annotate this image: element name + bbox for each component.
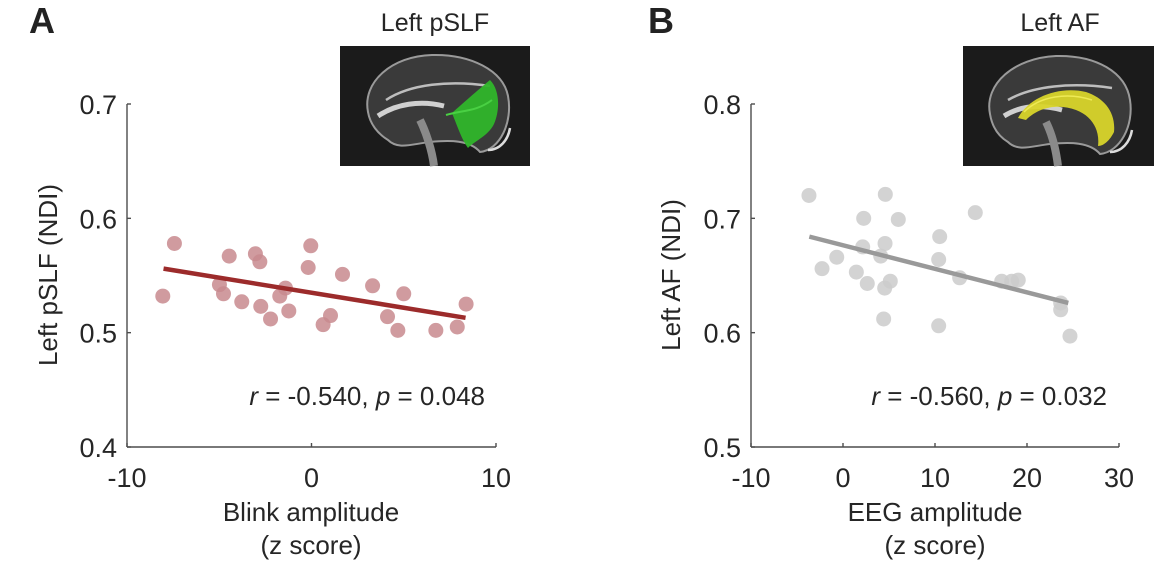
scatter-point-b [932, 229, 948, 245]
x-tick-label-b: 10 [920, 463, 950, 493]
p-value-b: = 0.032 [1012, 381, 1107, 411]
y-tick-label-b: 0.8 [703, 90, 741, 120]
p-symbol-a: p [375, 381, 390, 411]
panel-label-b: B [648, 0, 674, 41]
scatter-point-a [221, 248, 237, 264]
scatter-point-a [155, 288, 171, 304]
scatter-point-a [428, 322, 444, 338]
scatter-point-b [1053, 302, 1069, 318]
brain-inset-b [963, 46, 1154, 167]
inset-title-a: Left pSLF [381, 9, 489, 37]
scatter-point-a [300, 259, 316, 275]
scatter-point-a [272, 288, 288, 304]
y-tick-label-b: 0.6 [703, 319, 741, 349]
y-axis-label-b: Left AF (NDI) [656, 199, 686, 351]
scatter-point-b [1010, 272, 1026, 288]
y-tick-label-a: 0.4 [79, 433, 117, 463]
inset-title-b: Left AF [1020, 9, 1099, 37]
scatter-point-a [449, 319, 465, 335]
scatter-point-b [829, 249, 845, 265]
scatter-point-b [876, 311, 892, 327]
x-axis-label-a-line1: Blink amplitude [223, 497, 399, 527]
scatter-point-a [315, 317, 331, 333]
r-value-b: = -0.560, [880, 381, 998, 411]
scatter-point-b [877, 280, 893, 296]
scatter-point-b [877, 186, 893, 202]
x-tick-label-b: 20 [1012, 463, 1042, 493]
y-tick-label-b: 0.7 [703, 204, 741, 234]
x-axis-label-a-line2: (z score) [260, 530, 361, 560]
scatter-point-b [859, 276, 875, 292]
p-value-a: = 0.048 [390, 381, 485, 411]
regression-line-b [808, 234, 1069, 306]
scatter-point-a [396, 286, 412, 302]
brain-inset-a [340, 46, 530, 167]
scatter-point-a [281, 303, 297, 319]
y-tick-label-b: 0.5 [703, 433, 741, 463]
panel-b: B Left AF 0.5 0.6 0.7 0.8 -10 0 10 20 30 Left AF… [648, 0, 1154, 560]
scatter-point-a [380, 309, 396, 325]
p-symbol-b: p [997, 381, 1012, 411]
x-tick-label-b: 0 [835, 463, 850, 493]
y-axis-label-a: Left pSLF (NDI) [33, 184, 63, 366]
scatter-point-b [814, 261, 830, 277]
y-tick-label-a: 0.6 [79, 204, 117, 234]
stat-annotation-a: r = -0.540, p = 0.048 [249, 381, 485, 411]
scatter-point-b [801, 187, 817, 203]
scatter-point-b [931, 251, 947, 267]
x-tick-label-a: 0 [304, 463, 319, 493]
r-symbol-b: r [871, 381, 881, 411]
r-value-a: = -0.540, [258, 381, 376, 411]
scatter-point-a [303, 238, 319, 254]
x-tick-label-a: -10 [107, 463, 146, 493]
axes-b: 0.5 0.6 0.7 0.8 -10 0 10 20 30 [703, 90, 1134, 493]
scatter-point-a [252, 254, 268, 270]
scatter-point-b [848, 264, 864, 280]
x-axis-label-b-line1: EEG amplitude [848, 497, 1023, 527]
scatter-point-b [931, 318, 947, 334]
scatter-point-a [234, 294, 250, 310]
panel-label-a: A [29, 0, 55, 41]
r-symbol-a: r [249, 381, 259, 411]
x-axis-label-b-line2: (z score) [884, 530, 985, 560]
y-tick-label-a: 0.5 [79, 319, 117, 349]
scatter-point-a [166, 235, 182, 251]
scatter-point-a [365, 278, 381, 294]
scatter-point-a [215, 286, 231, 302]
x-tick-label-b: 30 [1104, 463, 1134, 493]
scatter-point-a [253, 298, 269, 314]
x-tick-label-b: -10 [731, 463, 770, 493]
scatter-point-a [458, 296, 474, 312]
scatter-point-a [390, 322, 406, 338]
axes-a: 0.4 0.5 0.6 0.7 -10 0 10 [79, 90, 511, 493]
regression-line-a [163, 266, 466, 321]
scatter-point-a [263, 311, 279, 327]
scatter-point-b [856, 210, 872, 226]
scatter-point-a [334, 266, 350, 282]
x-tick-label-a: 10 [481, 463, 511, 493]
scatter-point-b [877, 235, 893, 251]
y-tick-label-a: 0.7 [79, 90, 117, 120]
scatter-point-b [890, 211, 906, 227]
stat-annotation-b: r = -0.560, p = 0.032 [871, 381, 1107, 411]
scatter-point-b [967, 205, 983, 221]
panel-a: A Left pSLF 0.4 0.5 0.6 0.7 -10 0 10 Left pSLF… [29, 0, 530, 560]
scatter-point-b [1062, 328, 1078, 344]
